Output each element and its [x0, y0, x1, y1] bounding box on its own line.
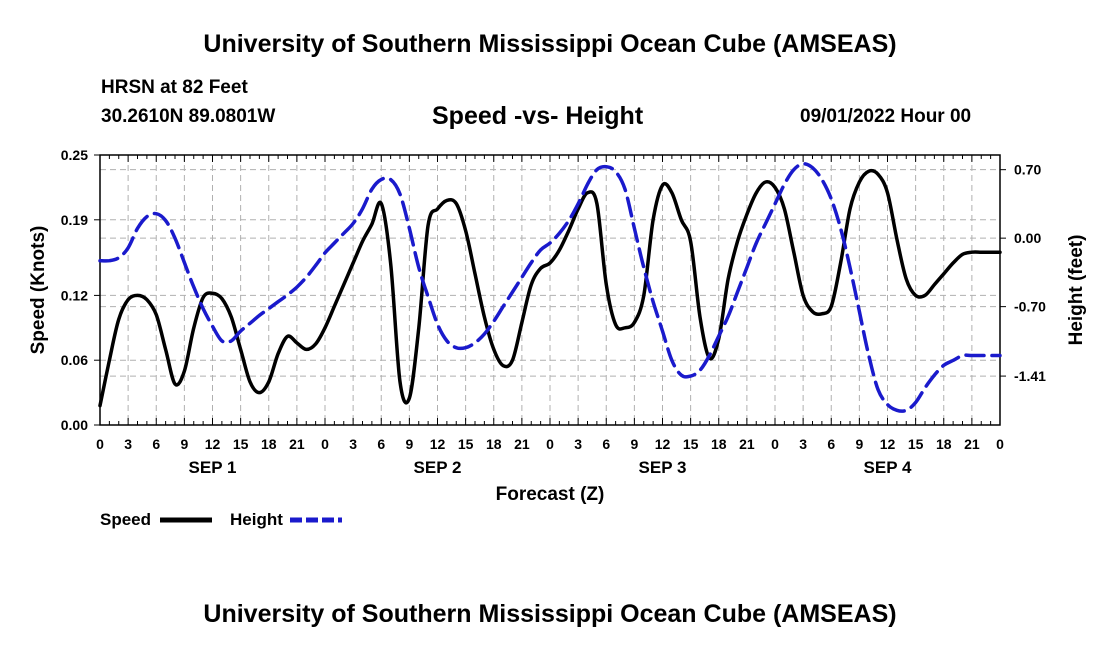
- day-label: SEP 2: [414, 458, 462, 477]
- x-tick-label: 12: [880, 436, 896, 452]
- x-tick-label: 15: [908, 436, 924, 452]
- x-tick-label: 9: [405, 436, 413, 452]
- grid: [100, 155, 1000, 425]
- y-axis-right-title: Height (feet): [1066, 235, 1087, 346]
- x-tick-label: 0: [321, 436, 329, 452]
- x-tick-label: 18: [486, 436, 502, 452]
- y-tick-label-right: -1.41: [1014, 368, 1046, 384]
- station-coords: 30.2610N 89.0801W: [101, 106, 276, 127]
- x-tick-label: 21: [514, 436, 530, 452]
- bottom-title: University of Southern Mississippi Ocean…: [203, 600, 897, 628]
- x-tick-label: 9: [630, 436, 638, 452]
- x-tick-label: 3: [124, 436, 132, 452]
- y-tick-labels: 0.00 0.06 0.12 0.19 0.25 0.70 0.00 -0.70 -1.41: [61, 147, 1046, 433]
- x-tick-label: 18: [711, 436, 727, 452]
- x-tick-label: 12: [205, 436, 221, 452]
- x-tick-label: 18: [261, 436, 277, 452]
- legend-speed-label: Speed: [100, 510, 151, 529]
- x-tick-label: 15: [233, 436, 249, 452]
- x-tick-label: 0: [771, 436, 779, 452]
- y-tick-label-right: 0.70: [1014, 162, 1041, 178]
- x-tick-label: 3: [349, 436, 357, 452]
- y-tick-label-left: 0.06: [61, 352, 88, 368]
- legend-height-label: Height: [230, 510, 283, 529]
- ticks: [94, 154, 1006, 426]
- chart-title: Speed -vs- Height: [432, 102, 644, 130]
- x-tick-label: 6: [602, 436, 610, 452]
- x-tick-label: 0: [96, 436, 104, 452]
- x-tick-label: 15: [458, 436, 474, 452]
- x-tick-label: 15: [683, 436, 699, 452]
- day-label: SEP 4: [864, 458, 912, 477]
- speed-series-line: [98, 168, 1002, 408]
- y-axis-left-title: Speed (Knots): [28, 226, 49, 355]
- x-tick-label: 6: [377, 436, 385, 452]
- forecast-datetime: 09/01/2022 Hour 00: [800, 106, 972, 127]
- x-tick-label: 9: [180, 436, 188, 452]
- top-title: University of Southern Mississippi Ocean…: [203, 30, 897, 58]
- x-axis-title: Forecast (Z): [496, 484, 605, 505]
- series: [98, 162, 1002, 413]
- x-tick-label: 3: [799, 436, 807, 452]
- x-tick-label: 21: [289, 436, 305, 452]
- x-tick-labels: 0 3 6 9 12 15 18 21 0 3 6 9 12 15 18 21 0 3 6 9 12 15 18 21 0 3 6 9…: [96, 436, 1004, 477]
- x-tick-label: 18: [936, 436, 952, 452]
- height-series-line: [98, 162, 1002, 413]
- x-tick-label: 12: [655, 436, 671, 452]
- day-label: SEP 1: [189, 458, 237, 477]
- x-tick-label: 6: [152, 436, 160, 452]
- x-tick-label: 3: [574, 436, 582, 452]
- y-tick-label-left: 0.19: [61, 212, 88, 228]
- x-tick-label: 9: [855, 436, 863, 452]
- legend: Speed Height: [100, 510, 342, 529]
- x-tick-label: 21: [739, 436, 755, 452]
- y-tick-label-right: -0.70: [1014, 299, 1046, 315]
- station-name: HRSN at 82 Feet: [101, 77, 248, 98]
- y-tick-label-left: 0.12: [61, 287, 88, 303]
- x-tick-label: 0: [996, 436, 1004, 452]
- x-tick-label: 12: [430, 436, 446, 452]
- y-tick-label-right: 0.00: [1014, 230, 1041, 246]
- day-label: SEP 3: [639, 458, 687, 477]
- x-tick-label: 0: [546, 436, 554, 452]
- y-tick-label-left: 0.00: [61, 417, 88, 433]
- x-tick-label: 6: [827, 436, 835, 452]
- x-tick-label: 21: [964, 436, 980, 452]
- y-tick-label-left: 0.25: [61, 147, 88, 163]
